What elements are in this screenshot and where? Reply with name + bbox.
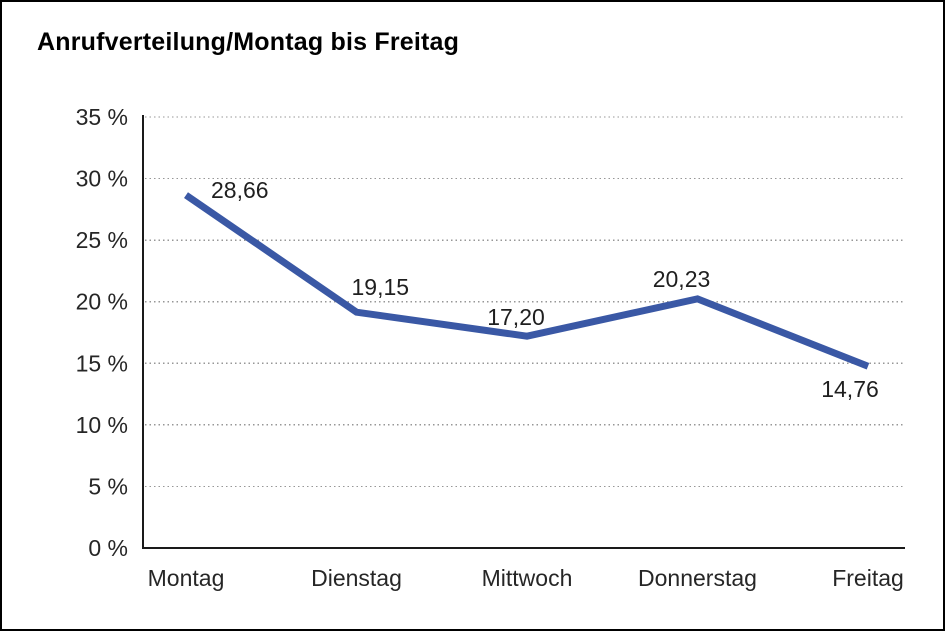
- chart-title: Anrufverteilung/Montag bis Freitag: [37, 28, 460, 56]
- y-tick-label: 25 %: [76, 227, 128, 253]
- data-point-label: 28,66: [211, 177, 269, 203]
- y-tick-label: 30 %: [76, 166, 128, 192]
- y-tick-label: 20 %: [76, 289, 128, 315]
- data-point-label: 17,20: [487, 304, 545, 330]
- data-point-label: 20,23: [653, 266, 711, 292]
- data-series-line: [184, 192, 870, 370]
- x-category-label: Mittwoch: [482, 565, 573, 591]
- y-tick-label: 35 %: [76, 104, 128, 130]
- data-point-label: 19,15: [352, 274, 410, 300]
- data-point-label: 14,76: [821, 376, 879, 402]
- y-tick-label: 10 %: [76, 412, 128, 438]
- x-category-label: Donnerstag: [638, 565, 757, 591]
- y-tick-label: 0 %: [88, 535, 128, 561]
- y-tick-label: 15 %: [76, 350, 128, 376]
- y-tick-label: 5 %: [88, 473, 128, 499]
- x-category-label: Freitag: [832, 565, 904, 591]
- x-category-label: Montag: [148, 565, 225, 591]
- x-category-label: Dienstag: [311, 565, 402, 591]
